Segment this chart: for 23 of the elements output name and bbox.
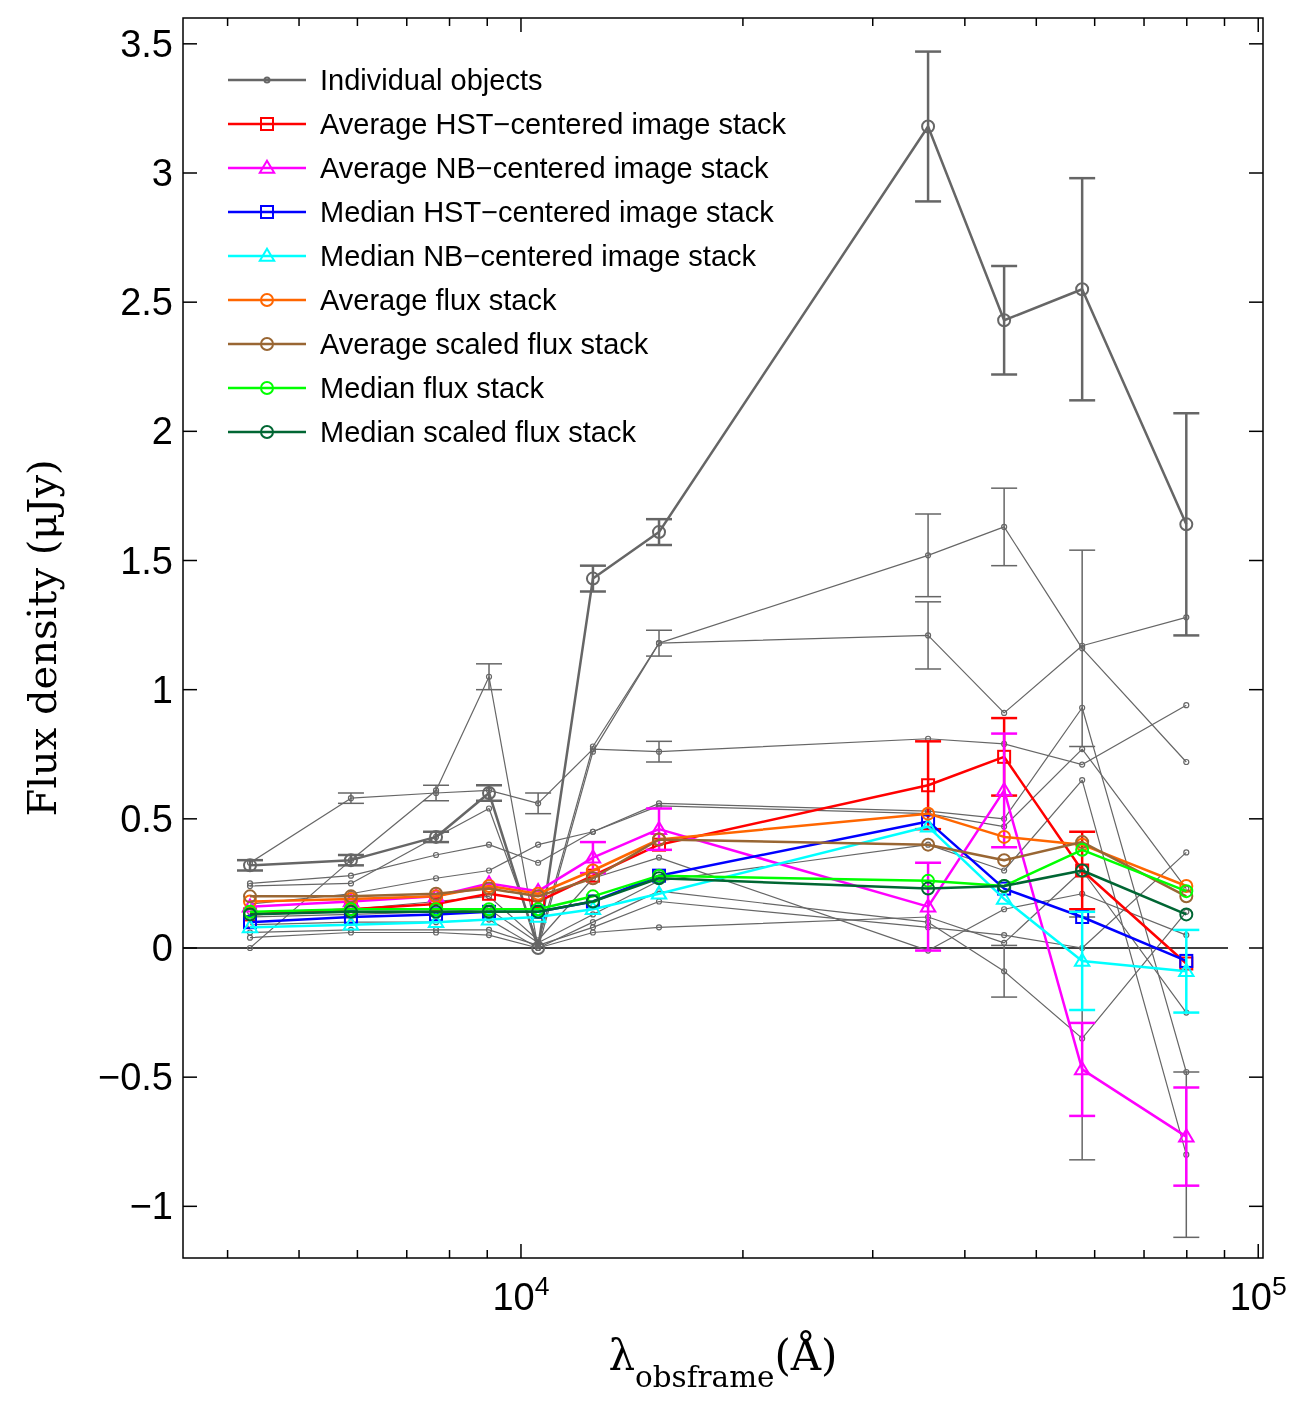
y-tick-label: 2	[151, 410, 173, 453]
legend-label: Individual objects	[320, 64, 543, 96]
legend-label: Median NB−centered image stack	[320, 240, 757, 272]
y-tick-label: −1	[129, 1185, 173, 1228]
y-tick-label: −0.5	[97, 1056, 173, 1099]
legend-label: Median flux stack	[320, 372, 545, 404]
x-tick-label: 10$^{4}$	[492, 1271, 550, 1318]
legend-label: Average NB−centered image stack	[320, 152, 769, 184]
y-tick-label: 3	[151, 152, 173, 194]
y-tick-label: 2.5	[120, 281, 173, 324]
legend-label: Median scaled flux stack	[320, 416, 637, 448]
x-axis-title: λ$_{obsframe}$(Å)	[608, 1330, 838, 1394]
y-tick-label: 1	[151, 668, 173, 711]
legend-label: Average flux stack	[320, 284, 557, 316]
y-tick-label: 0.5	[120, 797, 173, 840]
y-axis-title: Flux density (μJy)	[19, 459, 65, 817]
x-tick-label: 10$^{5}$	[1229, 1271, 1287, 1318]
y-tick-label: 1.5	[120, 539, 173, 582]
y-tick-label: 3.5	[120, 22, 173, 65]
legend-label: Average scaled flux stack	[320, 328, 649, 360]
y-tick-label: 0	[151, 927, 173, 969]
legend-label: Median HST−centered image stack	[320, 196, 775, 228]
legend-label: Average HST−centered image stack	[320, 108, 787, 140]
